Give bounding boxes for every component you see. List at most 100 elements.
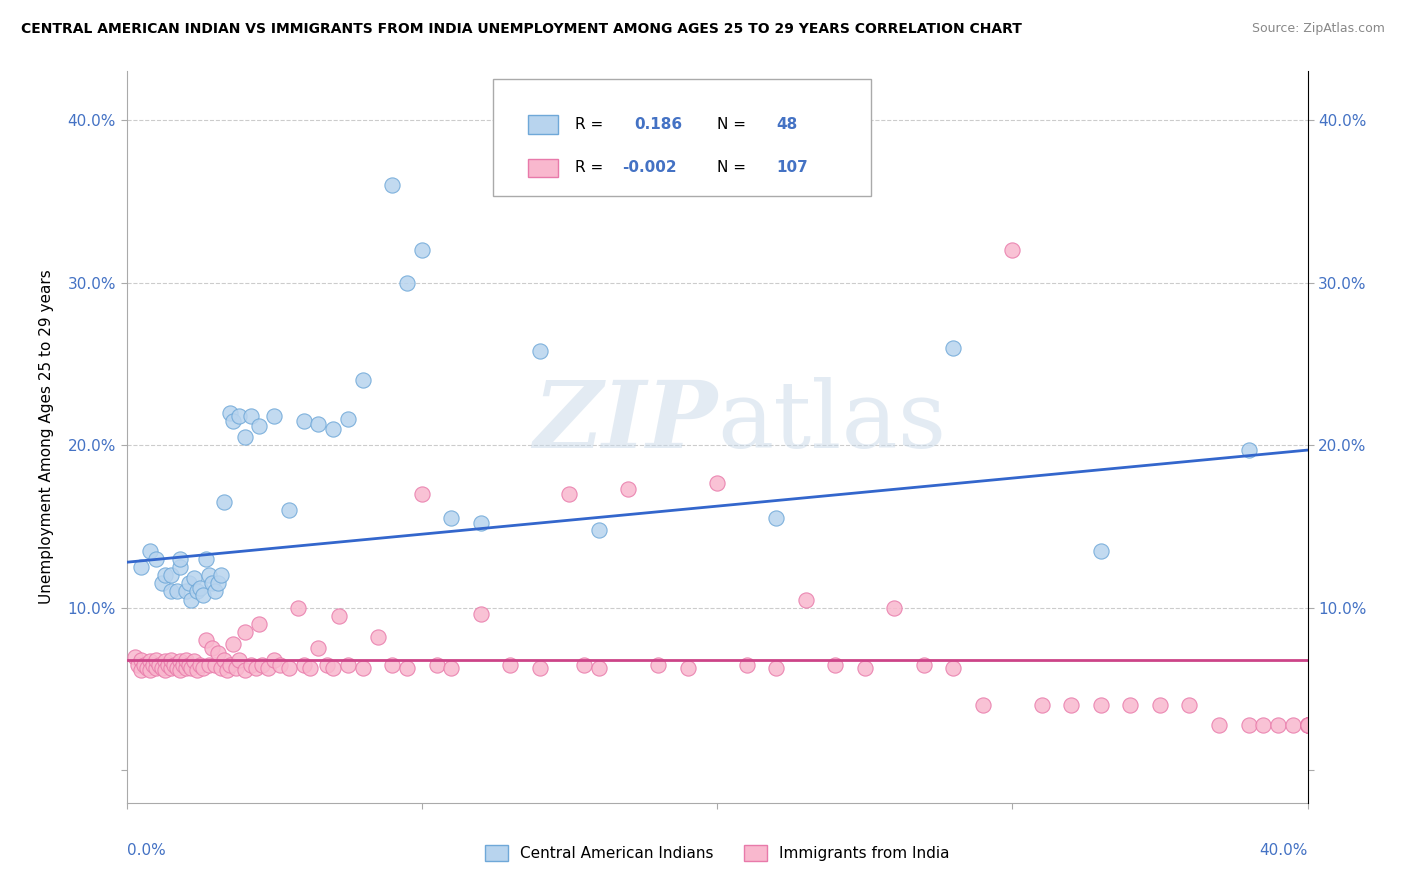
Point xyxy=(381,657,404,672)
Point xyxy=(499,657,522,672)
FancyBboxPatch shape xyxy=(529,115,558,134)
Point xyxy=(647,657,669,672)
Point xyxy=(225,661,247,675)
Point xyxy=(470,516,492,531)
Text: 0.0%: 0.0% xyxy=(127,844,166,858)
Point xyxy=(169,654,191,668)
Point xyxy=(558,487,581,501)
Text: 48: 48 xyxy=(776,117,797,131)
Point xyxy=(588,661,610,675)
Point xyxy=(411,243,433,257)
Text: -0.002: -0.002 xyxy=(623,161,678,176)
Point xyxy=(257,661,280,675)
Text: 107: 107 xyxy=(776,161,808,176)
Point xyxy=(529,661,551,675)
Point xyxy=(337,412,360,426)
Point xyxy=(735,657,758,672)
Point xyxy=(180,592,202,607)
Point xyxy=(142,657,165,672)
Point xyxy=(188,581,212,595)
Point xyxy=(169,663,191,677)
Point xyxy=(269,657,291,672)
Point xyxy=(219,406,242,420)
Legend: Central American Indians, Immigrants from India: Central American Indians, Immigrants fro… xyxy=(485,845,949,861)
Point xyxy=(219,657,242,672)
Point xyxy=(166,661,188,675)
Point xyxy=(129,560,153,574)
Point xyxy=(411,487,433,501)
Point xyxy=(396,276,419,290)
Point xyxy=(292,414,315,428)
Point xyxy=(153,654,176,668)
Point xyxy=(166,584,188,599)
Point xyxy=(209,568,232,582)
Point xyxy=(145,653,167,667)
Point xyxy=(706,475,728,490)
Point xyxy=(188,657,212,672)
Point xyxy=(239,409,262,423)
Point xyxy=(263,409,285,423)
Point xyxy=(139,654,162,668)
Point xyxy=(328,608,350,623)
Point xyxy=(396,661,419,675)
Point xyxy=(1119,698,1142,713)
Point xyxy=(153,568,176,582)
Point xyxy=(204,657,226,672)
Point xyxy=(186,663,208,677)
Point xyxy=(150,576,173,591)
Point xyxy=(198,568,221,582)
Point xyxy=(150,661,173,675)
Point xyxy=(942,341,965,355)
Point xyxy=(222,636,245,650)
Point xyxy=(912,657,935,672)
Point xyxy=(160,568,183,582)
Point xyxy=(588,523,610,537)
Point xyxy=(252,657,274,672)
Point xyxy=(308,641,330,656)
Point xyxy=(249,418,271,433)
Point xyxy=(172,657,194,672)
Text: atlas: atlas xyxy=(717,377,946,467)
Point xyxy=(617,482,640,496)
Point xyxy=(352,373,374,387)
Text: 40.0%: 40.0% xyxy=(1260,844,1308,858)
Point xyxy=(1001,243,1024,257)
Text: 0.186: 0.186 xyxy=(634,117,682,131)
Point xyxy=(239,657,262,672)
Point xyxy=(1282,718,1305,732)
Point xyxy=(1237,718,1260,732)
Point xyxy=(1296,718,1319,732)
Point xyxy=(148,657,170,672)
Point xyxy=(195,633,218,648)
Point xyxy=(249,617,271,632)
Point xyxy=(352,661,374,675)
Point xyxy=(169,552,191,566)
Point xyxy=(180,661,202,675)
Point xyxy=(367,630,389,644)
Point xyxy=(1031,698,1053,713)
Point xyxy=(145,552,167,566)
Point xyxy=(1253,718,1275,732)
Point xyxy=(177,657,200,672)
Point xyxy=(292,657,315,672)
Point xyxy=(337,657,360,672)
Point xyxy=(1060,698,1083,713)
Point xyxy=(174,584,197,599)
Point xyxy=(129,663,153,677)
Point xyxy=(160,661,183,675)
Point xyxy=(942,661,965,675)
Point xyxy=(440,661,463,675)
Point xyxy=(212,653,235,667)
Point xyxy=(1296,718,1319,732)
Point xyxy=(1296,718,1319,732)
Point xyxy=(278,503,301,517)
Text: Source: ZipAtlas.com: Source: ZipAtlas.com xyxy=(1251,22,1385,36)
Point xyxy=(972,698,994,713)
Point xyxy=(1296,718,1319,732)
Point xyxy=(183,654,205,668)
Point xyxy=(193,588,215,602)
Point xyxy=(316,657,339,672)
Point xyxy=(156,657,179,672)
Point xyxy=(209,661,232,675)
Point xyxy=(233,430,256,444)
